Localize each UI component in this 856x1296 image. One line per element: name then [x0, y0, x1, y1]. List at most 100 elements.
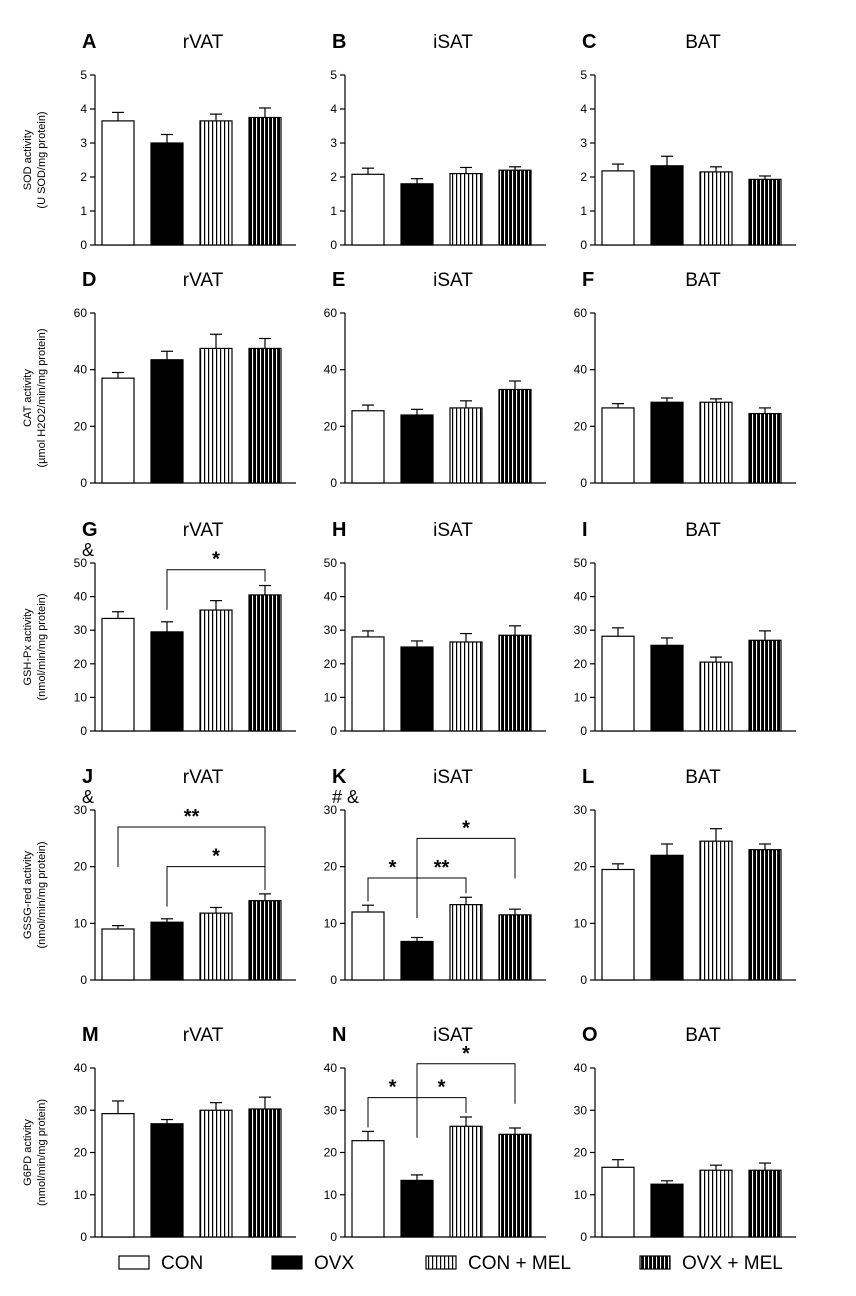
y-tick-label: 30: [74, 1103, 88, 1117]
legend: CON OVX CON + MEL OVX + MEL: [118, 1253, 783, 1274]
bar-con: [601, 407, 635, 484]
bar-ovx: [400, 183, 434, 246]
chart-title: iSAT: [433, 32, 473, 53]
chart-panel-f: F BAT 0 20 40 60: [574, 269, 796, 490]
significance-label: *: [438, 1077, 446, 1099]
y-tick-label: 20: [574, 657, 588, 671]
y-tick-label: 40: [574, 363, 588, 377]
y-tick-label: 2: [80, 170, 87, 184]
y-tick-label: 10: [74, 916, 88, 930]
bar-con-mel: [449, 1125, 483, 1238]
y-tick-label: 0: [80, 973, 87, 987]
y-tick-label: 50: [574, 556, 588, 570]
y-axis-label: GSH-Px activity: [22, 608, 34, 686]
y-tick-label: 20: [574, 1146, 588, 1160]
bar-con-mel: [199, 1109, 233, 1238]
y-tick-label: 4: [80, 102, 87, 116]
y-tick-label: 4: [580, 102, 587, 116]
chart-title: rVAT: [183, 767, 224, 788]
significance-bracket: [416, 1063, 516, 1104]
y-tick-label: 0: [580, 476, 587, 490]
y-tick-label: 10: [324, 1188, 338, 1202]
y-tick-label: 10: [74, 1188, 88, 1202]
bar-ovx-mel: [248, 347, 282, 484]
bar-con: [351, 911, 385, 981]
y-tick-label: 3: [330, 136, 337, 150]
significance-marks: &: [82, 540, 94, 560]
y-tick-label: 50: [324, 556, 338, 570]
bar-ovx-mel: [498, 1133, 532, 1238]
bar-ovx-mel: [498, 914, 532, 981]
y-tick-label: 10: [574, 916, 588, 930]
y-tick-label: 30: [74, 623, 88, 637]
y-tick-label: 40: [574, 590, 588, 604]
panel-letter: N: [332, 1024, 346, 1046]
bar-ovx: [400, 940, 434, 981]
legend-label: OVX: [314, 1253, 354, 1274]
bar-ovx-mel: [748, 412, 782, 484]
significance-label: **: [184, 806, 200, 828]
panel-letter: A: [82, 31, 96, 53]
y-tick-label: 0: [330, 1230, 337, 1244]
y-axis-label: CAT activity: [22, 369, 34, 427]
chart-panel-c: C BAT 0 1 2 3 4 5: [580, 31, 796, 252]
chart-title: iSAT: [433, 520, 473, 541]
chart-title: rVAT: [183, 32, 224, 53]
bar-con-mel: [449, 641, 483, 732]
legend-label: CON: [161, 1253, 203, 1274]
bar-ovx: [150, 1123, 184, 1238]
y-tick-label: 0: [80, 476, 87, 490]
chart-title: iSAT: [433, 270, 473, 291]
significance-bracket: [166, 569, 266, 610]
panel-letter: O: [582, 1024, 598, 1046]
bar-ovx: [400, 414, 434, 484]
bar-ovx-mel: [748, 178, 782, 246]
chart-title: BAT: [685, 767, 721, 788]
legend-item-con-mel: CON + MEL: [425, 1253, 571, 1274]
significance-bracket: [416, 1097, 467, 1138]
bar-ovx-mel: [248, 900, 282, 981]
bar-ovx-mel: [248, 116, 282, 246]
significance-label: *: [462, 817, 470, 839]
panel-letter: I: [582, 519, 588, 541]
significance-label: *: [212, 549, 220, 571]
panel-letter: K: [332, 766, 347, 788]
y-tick-label: 0: [580, 724, 587, 738]
significance-label: *: [212, 846, 220, 868]
bar-ovx: [400, 1179, 434, 1238]
chart-title: BAT: [685, 1025, 721, 1046]
panel-letter: J: [82, 766, 93, 788]
y-tick-label: 40: [74, 1061, 88, 1075]
bar-con-mel: [699, 661, 733, 732]
bar-ovx-mel: [498, 634, 532, 732]
legend-swatch: [271, 1255, 303, 1270]
bar-ovx: [150, 921, 184, 981]
legend-item-con: CON: [118, 1253, 203, 1274]
y-tick-label: 1: [330, 204, 337, 218]
y-tick-label: 20: [324, 419, 338, 433]
panel-letter: M: [82, 1024, 99, 1046]
bar-con: [351, 410, 385, 484]
chart-title: rVAT: [183, 1025, 224, 1046]
chart-title: rVAT: [183, 270, 224, 291]
y-tick-label: 3: [80, 136, 87, 150]
legend-swatch: [118, 1255, 150, 1270]
significance-bracket: [416, 877, 467, 918]
chart-title: BAT: [685, 270, 721, 291]
chart-title: iSAT: [433, 1025, 473, 1046]
y-tick-label: 20: [574, 860, 588, 874]
chart-title: rVAT: [183, 520, 224, 541]
bar-con: [351, 1140, 385, 1238]
panel-letter: D: [82, 269, 96, 291]
legend-item-ovx-mel: OVX + MEL: [639, 1253, 783, 1274]
y-tick-label: 40: [324, 590, 338, 604]
panel-letter: H: [332, 519, 346, 541]
bar-con: [101, 120, 135, 246]
